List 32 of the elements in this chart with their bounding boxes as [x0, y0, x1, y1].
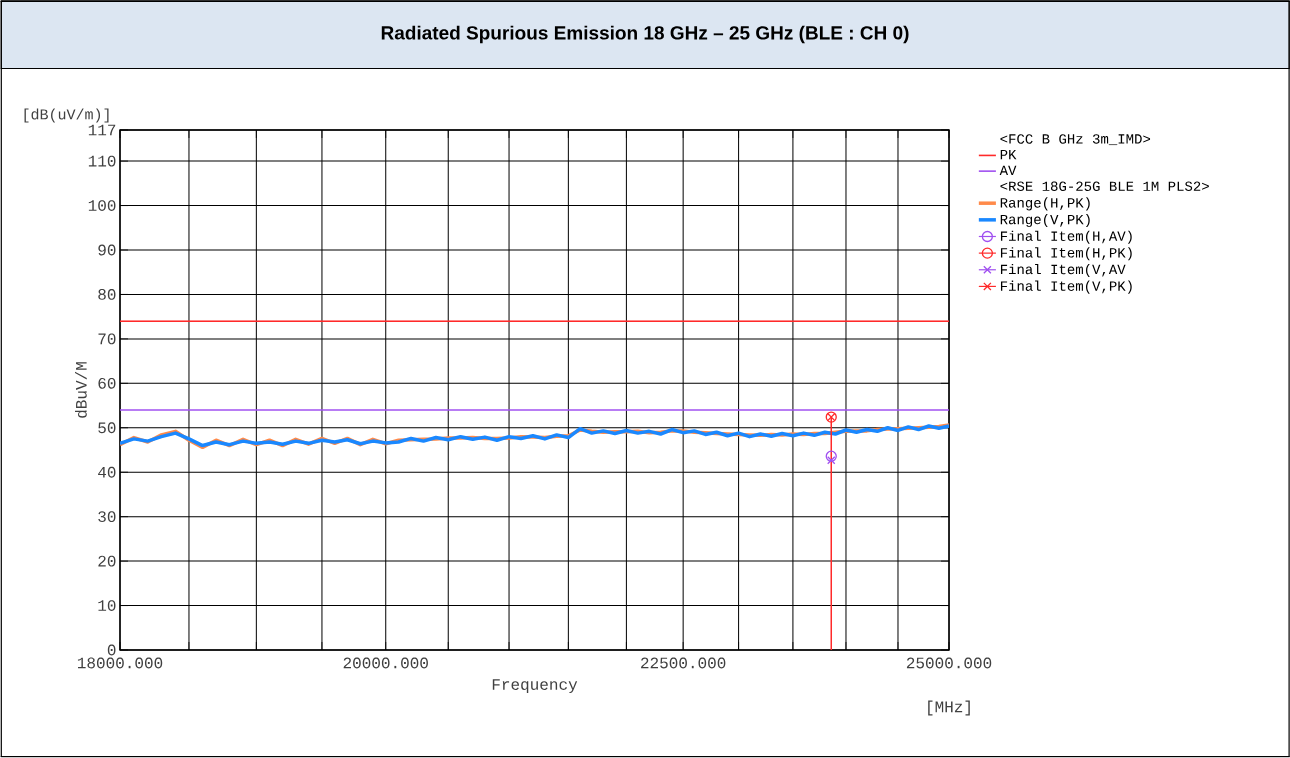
chart-title: Radiated Spurious Emission 18 GHz – 25 GHz (BLE : CH 0): [381, 25, 909, 44]
legend-label: Range(H,PK): [1000, 197, 1090, 211]
y-tick-label: 110: [88, 155, 116, 167]
y-tick-label: 80: [98, 289, 116, 300]
text: <RSE 18G-25G BLE 1M PLS2>: [1000, 181, 1209, 192]
y-tick-label: 30: [98, 511, 116, 523]
y-tick-label: 70: [98, 333, 116, 345]
y-axis-title: dBuV/M: [75, 362, 87, 418]
y-tick-label: 20: [98, 555, 116, 567]
y-tick-label: 0: [107, 644, 116, 656]
x-tick-label: 18000.000: [77, 657, 163, 669]
y-tick-label: 60: [98, 377, 116, 389]
legend-label: Final Item(V,AV: [1000, 263, 1126, 277]
text: [dB(uV/m)]: [24, 108, 109, 123]
legend-label: Final Item(V,PK): [1000, 280, 1132, 294]
y-tick-label: 117: [88, 124, 116, 136]
y-tick-label: 50: [98, 422, 116, 434]
y-tick-label: 40: [98, 466, 116, 478]
legend-label: Final Item(H,AV): [1000, 230, 1132, 244]
legend-label: AV: [999, 165, 1017, 175]
x-tick-label: 25000.000: [906, 657, 992, 669]
x-axis-title: Frequency: [492, 679, 578, 694]
y-tick-label: 90: [98, 244, 116, 256]
y-tick-label: 100: [88, 200, 116, 211]
text: [MHz]: [928, 700, 970, 716]
x-tick-label: 20000.000: [343, 657, 428, 669]
y-tick-label: 10: [98, 600, 116, 611]
legend-label: Final Item(H,PK): [1000, 247, 1132, 261]
x-tick-label: 22500.000: [641, 657, 726, 669]
legend-title: <FCC B GHz 3m_IMD>: [1000, 134, 1151, 146]
legend-label: PK: [1000, 150, 1017, 160]
legend-label: Range(V,PK): [1000, 214, 1090, 228]
